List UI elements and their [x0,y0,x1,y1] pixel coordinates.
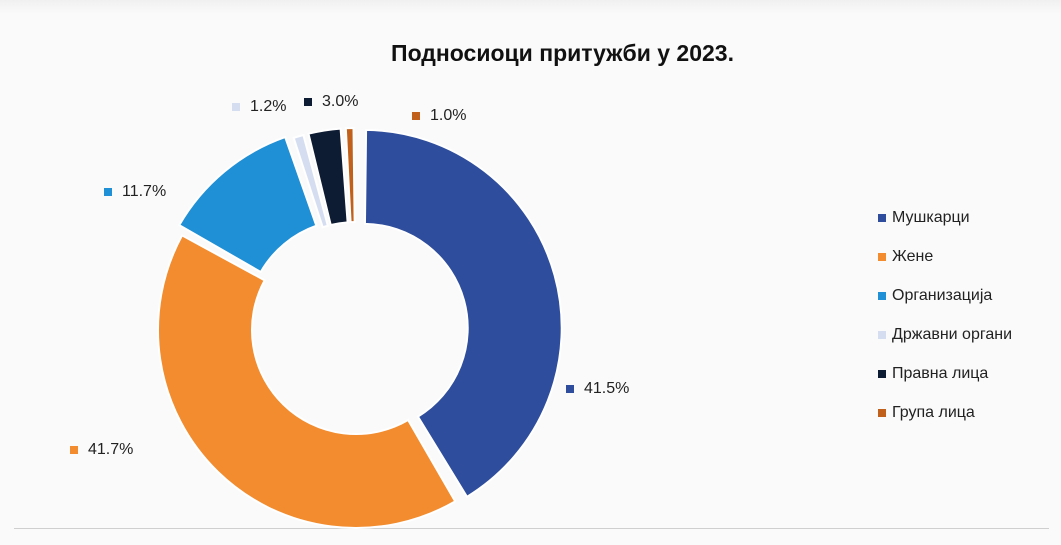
data-label-5: 1.0% [412,107,466,125]
legend-swatch [878,409,886,417]
donut-slice-3 [292,133,330,229]
chart-title: Подносиоци притужби у 2023. [391,40,734,66]
data-label-swatch [70,446,78,454]
data-label-2: 11.7% [104,183,166,201]
data-label-text: 11.7% [122,183,167,200]
legend-swatch [878,292,886,300]
legend-swatch [878,331,886,339]
data-label-text: 1.0% [430,107,467,124]
legend-item-4: Правна лица [878,364,1012,384]
data-label-swatch [566,385,574,393]
legend-label: Жене [892,248,934,265]
chart-legend: Мушкарци Жене Организација Државни органи Пр… [878,208,1012,442]
legend-label: Државни органи [892,326,1013,343]
legend-swatch [878,253,886,261]
legend-label: Мушкарци [892,209,970,226]
legend-swatch [878,214,886,222]
data-label-1: 41.7% [70,441,133,459]
legend-item-3: Државни органи [878,325,1012,345]
data-label-text: 1.2% [250,98,287,115]
data-label-4: 3.0% [304,93,358,111]
data-label-text: 41.7% [88,441,134,458]
donut-slice-0 [363,128,563,499]
data-label-swatch [304,98,312,106]
legend-item-0: Мушкарци [878,208,1012,228]
data-label-text: 41.5% [584,380,630,397]
donut-slice-5 [344,127,356,224]
legend-label: Организација [892,287,993,304]
data-label-0: 41.5% [566,380,629,398]
legend-label: Правна лица [892,365,989,382]
donut-slice-1 [157,234,457,529]
data-label-swatch [232,103,240,111]
legend-item-2: Организација [878,286,1012,306]
scan-edge [0,0,1061,14]
data-label-3: 1.2% [232,98,286,116]
legend-label: Група лица [892,404,975,421]
legend-item-1: Жене [878,247,1012,267]
legend-swatch [878,370,886,378]
data-label-swatch [104,188,112,196]
data-label-swatch [412,112,420,120]
legend-item-5: Група лица [878,403,1012,423]
data-label-text: 3.0% [322,93,359,110]
donut-slice-4 [307,127,349,227]
donut-slice-2 [177,135,318,274]
chart-frame [14,20,1049,529]
